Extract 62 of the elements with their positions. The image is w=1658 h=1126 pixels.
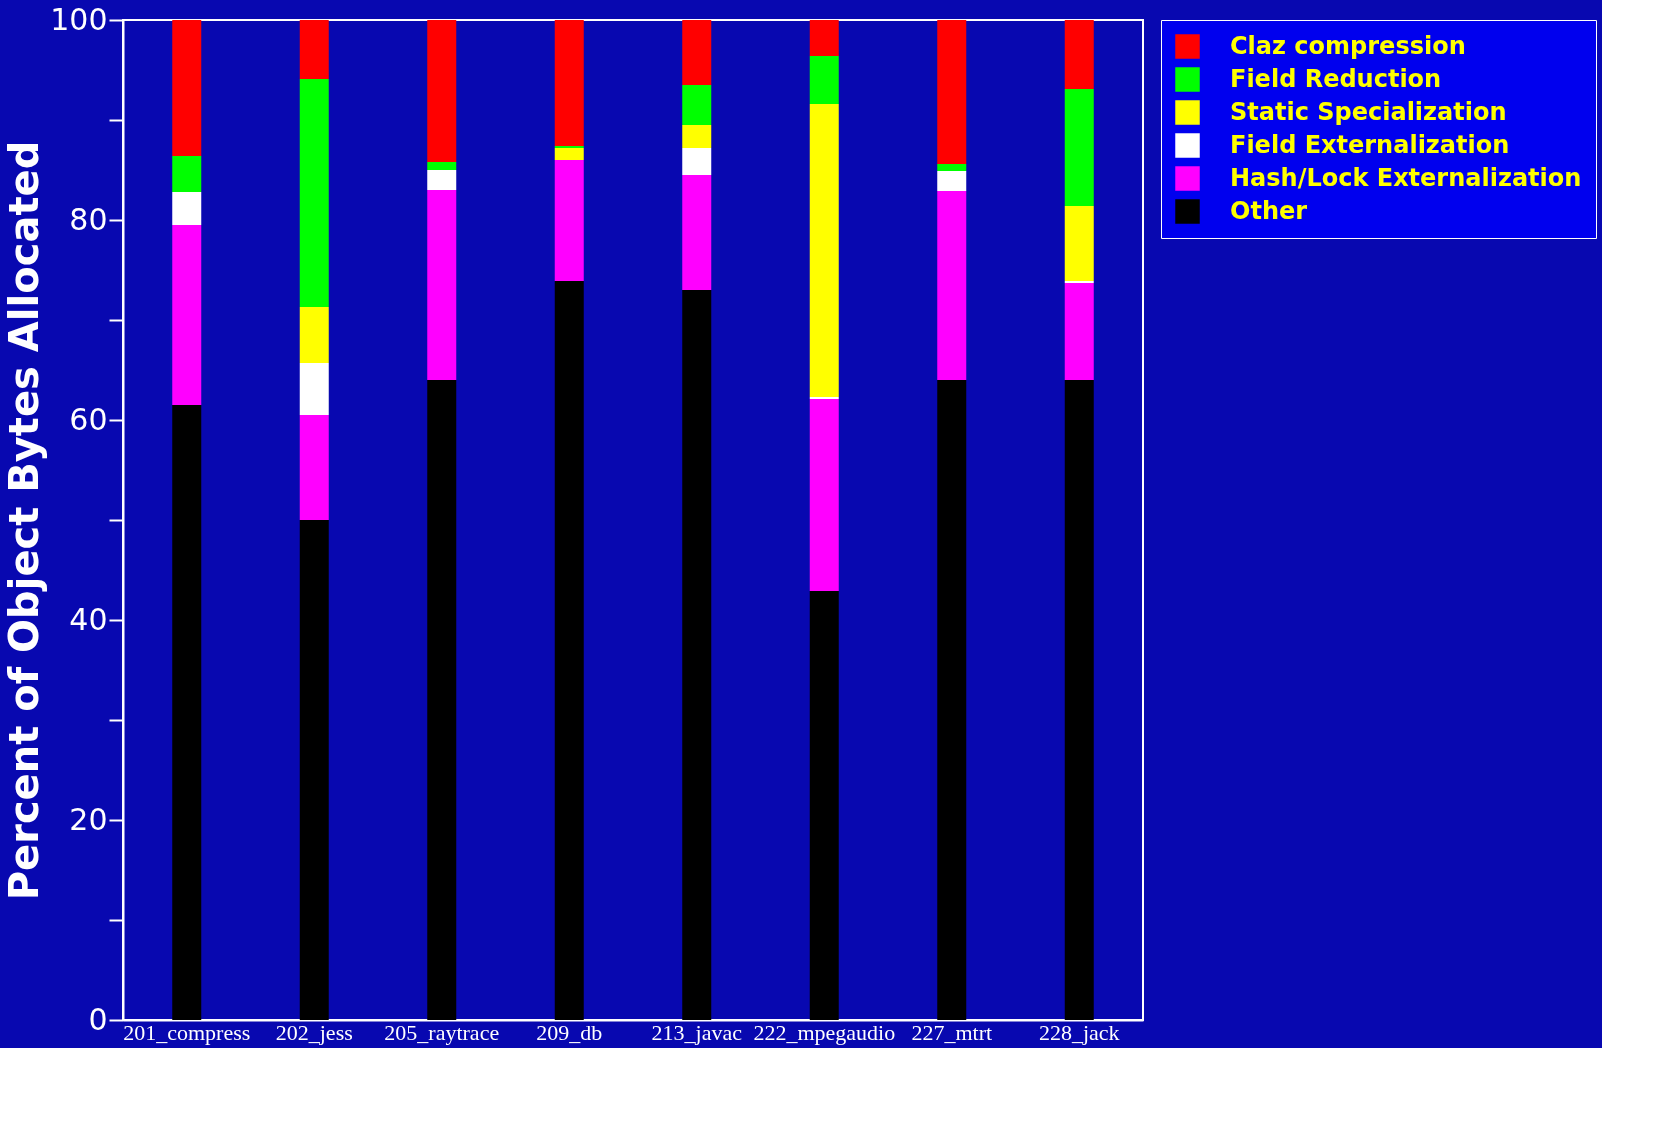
bar (682, 20, 712, 85)
bar (427, 190, 457, 380)
bar (809, 591, 839, 1020)
bar (427, 162, 457, 170)
x-tick-label: 228_jack (1038, 1019, 1120, 1045)
x-tick-label: 205_raytrace (384, 1019, 500, 1045)
legend-label: Hash/Lock Externalization (1230, 163, 1582, 192)
bar (299, 415, 329, 520)
x-tick-label: 213_javac (651, 1019, 743, 1045)
y-tick-label: 100 (50, 1, 108, 37)
bar (809, 56, 839, 104)
x-tick-label: 209_db (536, 1019, 603, 1045)
y-tick-label: 20 (69, 801, 108, 837)
bar (937, 164, 967, 171)
x-tick-label: 222_mpegaudio (753, 1019, 896, 1045)
bar (172, 225, 202, 405)
bar (682, 85, 712, 125)
bar (172, 192, 202, 225)
legend-label: Field Reduction (1230, 64, 1442, 93)
bar (937, 380, 967, 1020)
bar (937, 171, 967, 191)
bar (809, 104, 839, 397)
bar (682, 125, 712, 148)
bar (682, 148, 712, 175)
bar (427, 380, 457, 1020)
legend-label: Claz compression (1230, 31, 1466, 60)
bar (427, 20, 457, 162)
x-tick-label: 227_mtrt (911, 1019, 993, 1045)
bar (1064, 283, 1094, 380)
legend-label: Field Externalization (1230, 130, 1510, 159)
bar (299, 363, 329, 415)
bar (682, 175, 712, 290)
y-tick-label: 80 (69, 201, 108, 237)
bar (299, 307, 329, 363)
y-tick-label: 40 (69, 601, 108, 637)
bar (172, 405, 202, 1020)
bar (299, 20, 329, 79)
y-tick-label: 60 (69, 401, 108, 437)
legend-label: Static Specialization (1230, 97, 1507, 126)
bar (554, 148, 584, 160)
x-tick-label: 201_compress (123, 1019, 251, 1045)
bar (937, 20, 967, 164)
bar (682, 290, 712, 1020)
bar (809, 20, 839, 56)
legend-label: Other (1230, 196, 1308, 225)
bar (299, 79, 329, 307)
bar (554, 281, 584, 1020)
y-tick-label: 0 (88, 1001, 108, 1037)
bar (809, 399, 839, 591)
bar (1064, 20, 1094, 89)
bar (1064, 89, 1094, 206)
bar (427, 170, 457, 190)
bar (299, 520, 329, 1020)
bar (1064, 206, 1094, 281)
y-axis-title: Percent of Object Bytes Allocated (1, 140, 48, 901)
bar (554, 160, 584, 281)
bar (937, 191, 967, 380)
bar (554, 20, 584, 146)
bar (172, 20, 202, 156)
x-tick-label: 202_jess (275, 1019, 353, 1045)
bar (172, 156, 202, 192)
bar (1064, 380, 1094, 1020)
